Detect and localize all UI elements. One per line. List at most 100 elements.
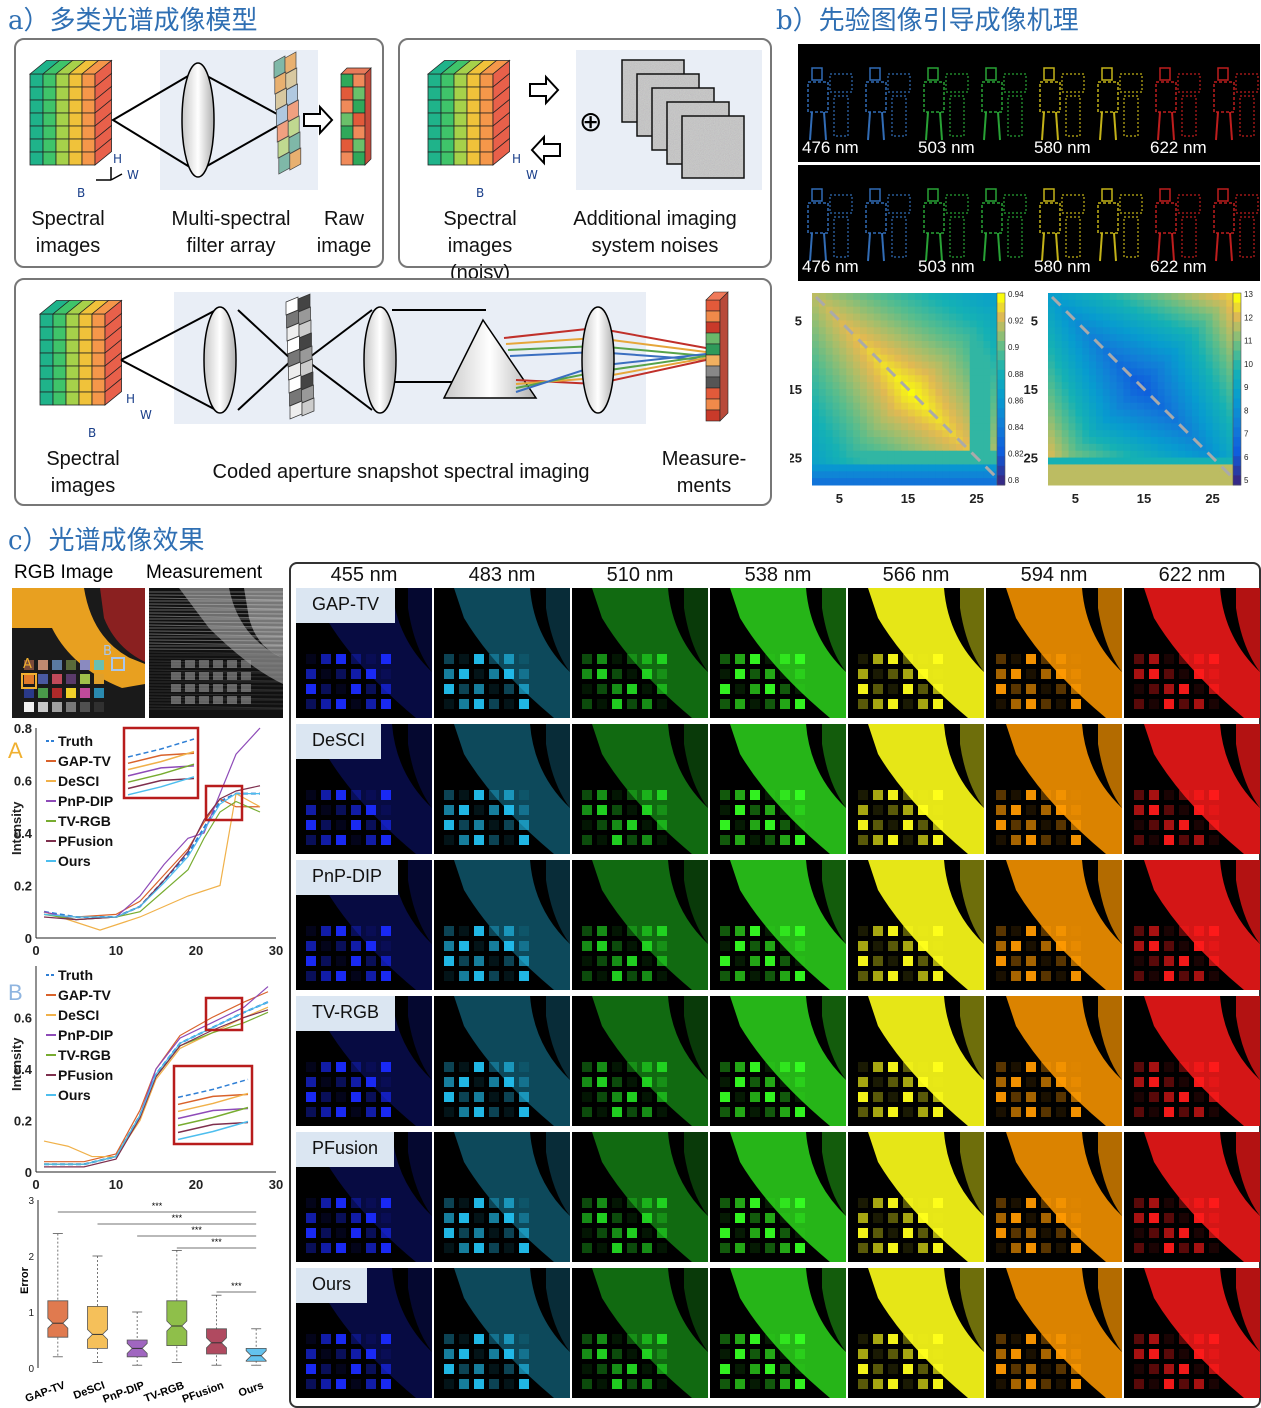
heatmap-cell <box>928 299 936 308</box>
heatmap-cell <box>1185 320 1193 328</box>
result-tile <box>710 724 846 854</box>
heatmap-cell <box>1219 347 1227 356</box>
zoom-series-line <box>177 1121 249 1134</box>
heatmap-cell <box>887 416 895 424</box>
heatmap-cell <box>942 409 950 417</box>
measure-cell <box>705 354 721 367</box>
checker-patch <box>1209 956 1219 966</box>
checker-patch <box>1179 971 1189 981</box>
heatmap-cell <box>894 299 902 308</box>
heatmap-cell <box>1226 327 1234 335</box>
checker-patch <box>720 1379 730 1389</box>
object-region <box>546 724 570 808</box>
cube-cell <box>91 391 106 406</box>
checker-patch <box>612 805 622 815</box>
heatmap-cell <box>990 320 998 328</box>
checker-patch <box>657 941 667 951</box>
heatmap-cell <box>1185 347 1193 356</box>
checker-patch <box>750 790 760 800</box>
checker-patch <box>504 1349 514 1359</box>
heatmap-cell <box>1144 361 1152 369</box>
checker-patch <box>366 971 376 981</box>
series-line-desci <box>43 792 261 931</box>
checker-patch <box>996 699 1006 709</box>
checker-patch <box>336 699 346 709</box>
raw-cell <box>352 99 366 114</box>
checker-patch <box>474 956 484 966</box>
result-tile <box>848 860 984 990</box>
checker-patch <box>996 971 1006 981</box>
heatmap-cell <box>983 334 991 342</box>
heatmap-cell <box>1192 341 1200 349</box>
heatmap-cell <box>839 478 847 486</box>
heatmap-cell <box>969 471 978 479</box>
checker-patch <box>52 674 62 684</box>
heatmap-cell <box>1130 395 1138 404</box>
heatmap-cell <box>832 368 840 376</box>
checker-patch <box>321 699 331 709</box>
heatmap-cell <box>1150 471 1159 479</box>
heatmap-cell <box>908 320 916 328</box>
legend-entry: Truth <box>58 967 93 983</box>
cube-side <box>492 137 510 166</box>
checker-patch <box>780 1092 790 1102</box>
checker-patch <box>627 820 637 830</box>
heatmap-cell <box>860 471 868 479</box>
heatmap-cell <box>1116 361 1124 369</box>
heatmap-cell <box>990 416 998 424</box>
checker-patch <box>795 805 805 815</box>
heatmap-cell <box>1075 347 1083 356</box>
checker-patch <box>858 1364 868 1374</box>
lens-icon <box>203 306 237 414</box>
checker-patch <box>780 941 790 951</box>
measurement-patch <box>199 672 209 680</box>
cube-cell <box>479 112 494 127</box>
significance-label: *** <box>172 1213 183 1223</box>
heatmap-cell <box>901 361 909 369</box>
checker-patch <box>918 805 928 815</box>
heatmap-cell <box>873 306 882 315</box>
heatmap-cell <box>1102 430 1111 438</box>
heatmap-cell <box>1075 402 1083 411</box>
heatmap-cell <box>928 361 936 369</box>
checker-patch <box>504 805 514 815</box>
checker-patch <box>1194 1107 1204 1117</box>
checker-patch <box>735 1062 745 1072</box>
heatmap-cell <box>1123 361 1131 369</box>
checker-patch <box>1164 1243 1174 1253</box>
heatmap-cell <box>914 320 923 328</box>
object-region <box>684 724 708 808</box>
checker-patch <box>720 956 730 966</box>
checker-patch <box>459 805 469 815</box>
heatmap-cell <box>1157 375 1166 383</box>
checker-patch <box>459 820 469 830</box>
colorbar-segment <box>997 312 1005 323</box>
heatmap-cell <box>1164 416 1172 424</box>
heatmap-cell <box>1185 464 1193 472</box>
checker-patch <box>1071 1349 1081 1359</box>
checker-patch <box>519 941 529 951</box>
heatmap-cell <box>1123 375 1131 383</box>
heatmap-cell <box>846 320 854 328</box>
heatmap-cell <box>976 334 984 342</box>
heatmap-cell <box>839 354 847 363</box>
heatmap-cell <box>1048 293 1056 301</box>
heatmap-cell <box>825 347 834 356</box>
checker-patch <box>918 699 928 709</box>
heatmap-cell <box>812 368 820 376</box>
heatmap-cell <box>1054 334 1063 342</box>
heatmap-cell <box>1048 478 1056 486</box>
object-region <box>1098 1268 1122 1352</box>
heatmap-cell <box>832 416 840 424</box>
heatmap-cell <box>1068 423 1076 431</box>
heatmap-cell <box>880 457 888 465</box>
heatmap-cell <box>990 361 998 369</box>
checker-patch <box>858 1198 868 1208</box>
heatmap-cell <box>839 306 847 315</box>
heatmap-cell <box>1144 416 1152 424</box>
heatmap-cell <box>990 402 998 411</box>
checker-patch <box>1026 1228 1036 1238</box>
heatmap-cell <box>1123 320 1131 328</box>
heatmap-cell <box>1144 423 1152 431</box>
heatmap-cell <box>1226 457 1234 465</box>
